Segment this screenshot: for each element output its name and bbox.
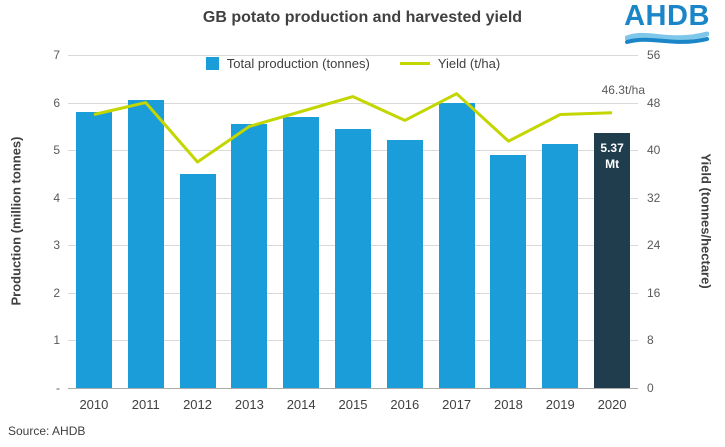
tick-label-left: - xyxy=(56,381,60,395)
tick-label-right: 0 xyxy=(647,381,654,395)
legend-label-yield: Yield (t/ha) xyxy=(437,56,501,71)
x-axis-label-2016: 2016 xyxy=(390,397,420,412)
gridline xyxy=(68,102,638,104)
tick-label-right: 8 xyxy=(647,333,654,348)
x-axis-label-2019: 2019 xyxy=(545,397,575,412)
legend-label-production: Total production (tonnes) xyxy=(226,56,370,71)
x-axis-label-2018: 2018 xyxy=(493,397,523,412)
bar-2018 xyxy=(490,154,527,388)
x-axis-label-2012: 2012 xyxy=(183,397,212,412)
tick-label-right: 40 xyxy=(647,143,661,158)
tick-label-left: 6 xyxy=(53,95,60,110)
bar-value-label: 5.37 Mt xyxy=(600,140,624,171)
legend-item-yield: Yield (t/ha) xyxy=(399,56,501,71)
ahdb-logo-wave-icon xyxy=(624,31,710,44)
bar-2013 xyxy=(231,123,268,388)
bar-2014 xyxy=(283,116,320,388)
yield-annotation: 46.3t/ha xyxy=(601,83,645,97)
bar-2010 xyxy=(75,112,112,388)
legend-swatch-production-icon xyxy=(205,57,219,70)
bar-2019 xyxy=(542,144,579,388)
x-axis-label-2014: 2014 xyxy=(286,397,316,412)
bar-2017 xyxy=(438,102,475,388)
tick-label-right: 32 xyxy=(647,190,661,205)
tick-label-right: 16 xyxy=(647,285,661,300)
chart-title: GB potato production and harvested yield xyxy=(202,9,523,26)
tick-label-right: 24 xyxy=(647,238,661,253)
gridline xyxy=(68,388,638,389)
tick-label-right: 56 xyxy=(647,48,661,62)
tick-label-left: 1 xyxy=(53,333,60,348)
ahdb-logo: AHDB xyxy=(623,2,711,52)
x-axis-label-2013: 2013 xyxy=(234,397,264,412)
bar-2015 xyxy=(335,128,371,388)
bar-2016 xyxy=(386,139,423,388)
yield-line xyxy=(93,92,613,164)
x-axis-label-2010: 2010 xyxy=(79,397,109,412)
bar-2020: 5.37 Mt xyxy=(594,132,631,388)
ahdb-logo-text: AHDB xyxy=(624,0,710,32)
tick-label-left: 3 xyxy=(53,238,60,253)
source-text: Source: AHDB xyxy=(8,424,86,438)
gridline xyxy=(68,55,638,56)
legend-swatch-yield-icon xyxy=(399,62,430,65)
tick-label-right: 48 xyxy=(647,95,661,110)
legend: Total production (tonnes) Yield (t/ha) xyxy=(68,56,638,71)
bar-2011 xyxy=(127,100,164,388)
legend-item-production: Total production (tonnes) xyxy=(205,56,370,71)
tick-label-left: 4 xyxy=(53,190,60,205)
x-axis-label-2017: 2017 xyxy=(442,397,472,412)
x-axis-label-2015: 2015 xyxy=(338,397,368,412)
tick-label-left: 2 xyxy=(53,285,60,300)
tick-label-left: 5 xyxy=(53,143,60,158)
bar-2012 xyxy=(179,173,216,388)
x-axis-label-2020: 2020 xyxy=(597,397,627,412)
tick-label-left: 7 xyxy=(53,48,60,62)
x-axis-label-2011: 2011 xyxy=(131,397,160,412)
